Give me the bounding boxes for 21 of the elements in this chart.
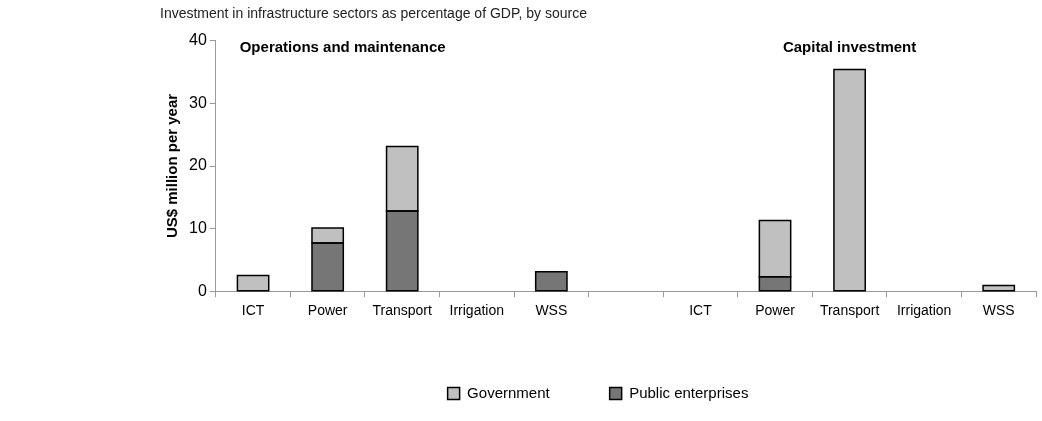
y-tick-label: 40 [189,31,207,49]
x-tick-label: Power [755,302,796,319]
legend-label: Government [467,383,551,401]
x-tick-label: WSS [535,302,568,319]
x-tick-label: Irrigation [449,302,504,319]
y-axis-title: US$ million per year [163,93,181,239]
y-tick-label: 30 [189,93,207,111]
x-tick-label: WSS [982,302,1015,319]
legend-label: Public enterprises [629,383,749,401]
x-tick-label: Irrigation [896,302,952,319]
y-tick-label: 20 [189,156,207,174]
y-tick-label: 0 [197,281,207,299]
x-tick-label: Power [307,302,348,319]
x-tick-label: ICT [689,302,713,319]
y-tick-label: 10 [189,219,207,237]
annotation: Operations and maintenance [239,38,446,56]
x-tick-label: Transport [819,302,880,319]
x-tick-label: ICT [241,302,265,319]
annotation: Capital investment [782,38,917,56]
chart-title: Investment in infrastructure sectors as percentage of GDP, by source [160,5,588,22]
x-tick-label: Transport [372,302,433,319]
